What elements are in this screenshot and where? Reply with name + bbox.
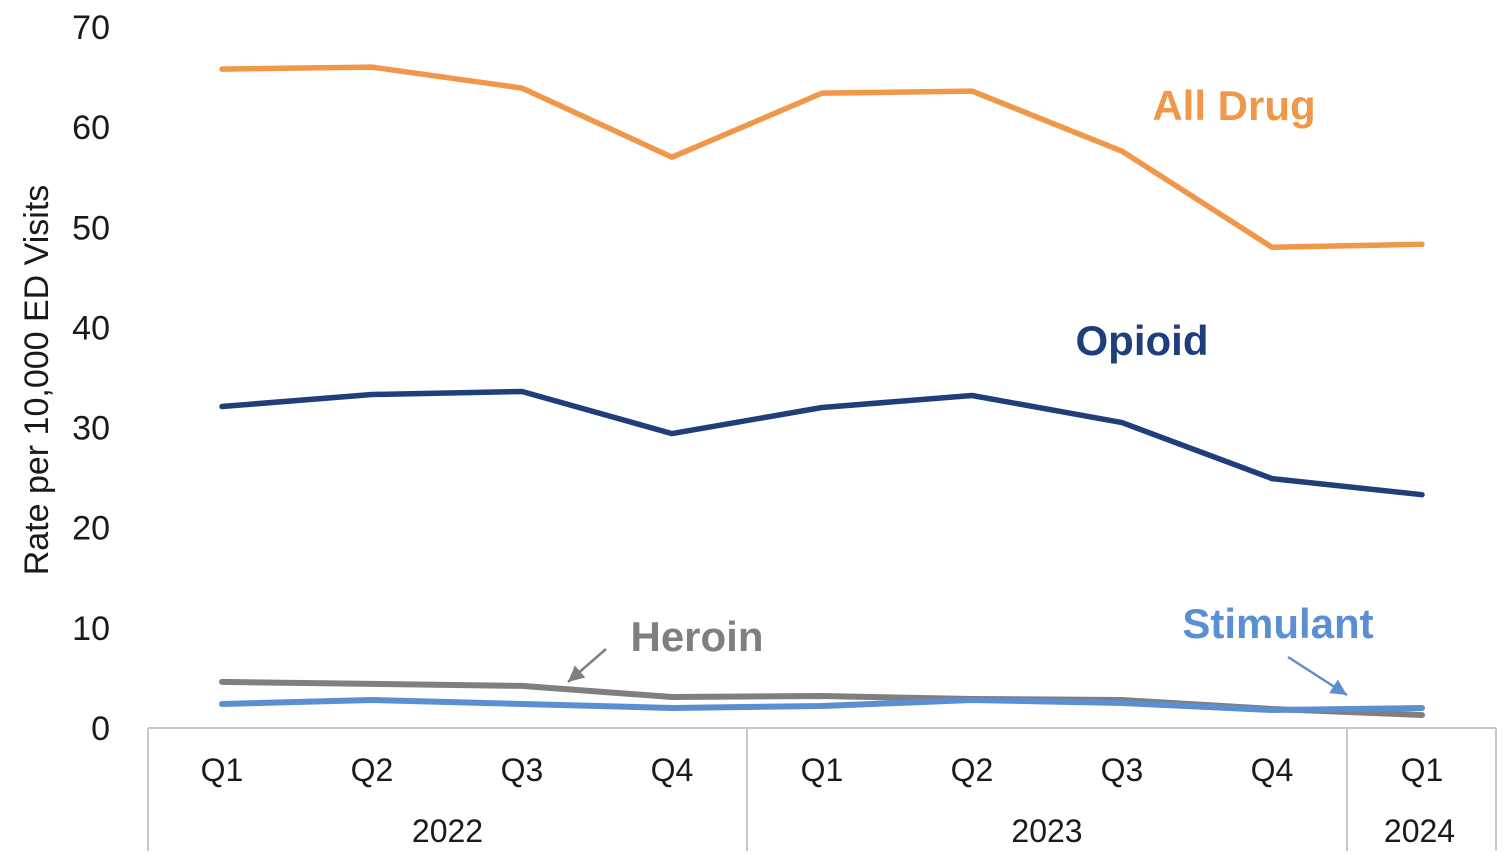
series-lines: [219, 64, 1425, 718]
x-tick-label: Q2: [351, 752, 394, 788]
y-axis-title: Rate per 10,000 ED Visits: [18, 185, 56, 576]
x-axis: Q1 Q2 Q3 Q4 Q1 Q2 Q3 Q4 Q1 2022 2023 2024: [147, 727, 1497, 851]
series-line: [219, 697, 1425, 713]
annotation-arrowhead: [568, 665, 586, 682]
series-label: Heroin: [630, 613, 763, 660]
series-label: Opioid: [1076, 317, 1209, 364]
x-tick-label: Q2: [951, 752, 994, 788]
y-tick-label: 20: [72, 510, 110, 548]
x-tick-label: Q1: [801, 752, 844, 788]
y-tick-label: 10: [72, 610, 110, 648]
annotations: [567, 648, 1348, 697]
x-tick-label: Q1: [201, 752, 244, 788]
series-line: [219, 64, 1425, 251]
series-label: Stimulant: [1182, 600, 1373, 647]
x-group-label: 2024: [1384, 813, 1455, 849]
y-tick-label: 30: [72, 410, 110, 448]
series-line: [219, 388, 1425, 498]
y-tick-label: 60: [72, 109, 110, 147]
x-tick-label: Q4: [651, 752, 694, 788]
x-group-label: 2022: [412, 813, 483, 849]
x-tick-label: Q3: [1101, 752, 1144, 788]
series-labels: All Drug Opioid Heroin Stimulant: [630, 82, 1373, 660]
x-group-label: 2023: [1011, 813, 1082, 849]
y-tick-label: 0: [91, 710, 110, 748]
x-tick-label: Q1: [1401, 752, 1444, 788]
x-tick-label: Q4: [1251, 752, 1294, 788]
y-tick-label: 40: [72, 309, 110, 347]
y-tick-label: 50: [72, 209, 110, 247]
y-tick-label: 70: [72, 9, 110, 47]
series-label: All Drug: [1152, 82, 1315, 129]
annotation-arrowhead: [1329, 679, 1347, 695]
y-axis: 0 10 20 30 40 50 60 70: [72, 9, 110, 748]
x-tick-label: Q3: [501, 752, 544, 788]
